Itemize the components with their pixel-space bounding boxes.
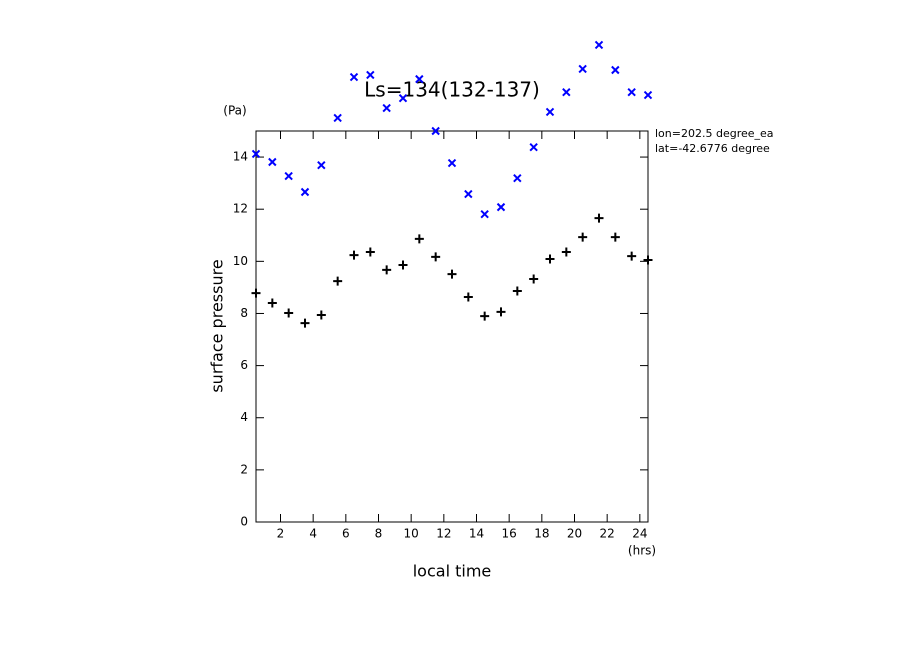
data-point [251,149,261,159]
data-point [398,93,408,103]
data-point [366,70,375,80]
data-point [382,265,392,275]
data-point [496,307,506,317]
data-point [578,64,587,74]
data-point [365,247,375,257]
data-point [414,234,424,244]
data-point [512,286,522,296]
x-tick-label: 8 [375,527,383,541]
data-point [562,87,571,97]
y-tick-label: 12 [233,202,248,216]
y-tick-label: 14 [233,150,248,164]
data-point [317,160,326,170]
data-point [431,126,440,136]
plot-frame [255,130,649,523]
annotations: lon=202.5 degree_ea lat=-42.6776 degree [655,127,774,155]
annotation: lon=202.5 degree_ea [655,127,774,140]
data-point [333,113,342,123]
data-point [447,269,457,279]
data-point [594,40,604,50]
y-tick-label: 10 [233,254,248,268]
x-tick-label: 16 [502,527,517,541]
data-point [284,308,294,318]
x-tick-label: 4 [309,527,317,541]
data-point [284,171,293,181]
x-tick-label: 22 [600,527,615,541]
x-tick-label: 14 [469,527,484,541]
data-point [251,288,261,298]
y-tick-label: 4 [240,410,248,424]
data-point [268,157,277,167]
x-tick-label: 6 [342,527,350,541]
data-point [316,310,326,320]
data-point [267,298,277,308]
x-tick-label: 12 [436,527,451,541]
data-point [349,250,359,260]
data-point [545,107,555,117]
y-tick-label: 8 [240,306,248,320]
data-point [611,65,620,75]
y-unit: (Pa) [223,104,246,118]
x-tick-label: 10 [404,527,419,541]
data-point [349,72,359,82]
y-tick-label: 2 [240,462,248,476]
annotation: lat=-42.6776 degree [655,142,770,155]
data-point [415,74,424,84]
y-axis-title: surface pressure [208,259,227,392]
data-point [643,255,653,265]
data-point [643,90,653,100]
chart-title: Ls=134(132-137) [364,78,540,102]
data-point [529,274,539,284]
y-tick-label: 0 [240,515,248,529]
x-axis-title: local time [413,562,492,581]
data-point [496,202,506,212]
data-point [300,318,310,328]
data-point [480,311,490,321]
x-tick-label: 2 [277,527,285,541]
data-point [382,103,391,113]
x-tick-label: 24 [632,527,647,541]
data-point [627,87,636,97]
data-point [480,209,489,219]
data-point [610,232,620,242]
data-point [513,173,522,183]
x-tick-label: 18 [534,527,549,541]
x-unit: (hrs) [628,544,656,558]
data-point [447,158,457,168]
data-point [300,187,310,197]
data-point [398,260,408,270]
data-point [464,189,473,199]
data-point [545,254,555,264]
data-point [561,247,571,257]
data-point [529,142,538,152]
data-point [627,251,637,261]
data-point [594,213,604,223]
data-point [578,232,588,242]
data-point [431,252,441,262]
data-point [333,276,343,286]
x-tick-label: 20 [567,527,582,541]
y-tick-label: 6 [240,358,248,372]
data-point [463,292,473,302]
